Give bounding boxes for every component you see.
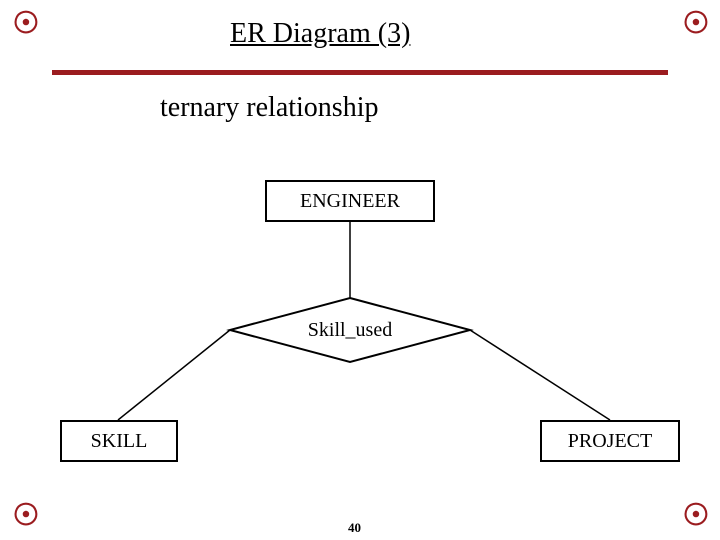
corner-bullet-icon: ☉ bbox=[12, 10, 40, 38]
slide-title: ER Diagram (3) bbox=[230, 18, 410, 50]
page-number: 40 bbox=[348, 520, 361, 536]
entity-project: PROJECT bbox=[540, 420, 680, 462]
entity-label: PROJECT bbox=[568, 430, 652, 453]
entity-engineer: ENGINEER bbox=[265, 180, 435, 222]
slide-title-text: ER Diagram (3) bbox=[230, 18, 410, 49]
slide-subtitle: ternary relationship bbox=[160, 92, 378, 124]
entity-label: SKILL bbox=[91, 430, 148, 453]
relationship-diamond bbox=[230, 298, 470, 362]
slide-subtitle-text: ternary relationship bbox=[160, 92, 378, 123]
entity-skill: SKILL bbox=[60, 420, 178, 462]
slide: ☉ ☉ ☉ ☉ ER Diagram (3) ternary relations… bbox=[0, 0, 720, 540]
page-number-text: 40 bbox=[348, 520, 361, 535]
er-edge bbox=[118, 330, 230, 420]
relationship-label: Skill_used bbox=[308, 319, 392, 341]
corner-bullet-icon: ☉ bbox=[12, 502, 40, 530]
entity-label: ENGINEER bbox=[300, 190, 400, 213]
title-divider bbox=[52, 70, 668, 75]
er-edge bbox=[470, 330, 610, 420]
corner-bullet-icon: ☉ bbox=[682, 502, 710, 530]
corner-bullet-icon: ☉ bbox=[682, 10, 710, 38]
